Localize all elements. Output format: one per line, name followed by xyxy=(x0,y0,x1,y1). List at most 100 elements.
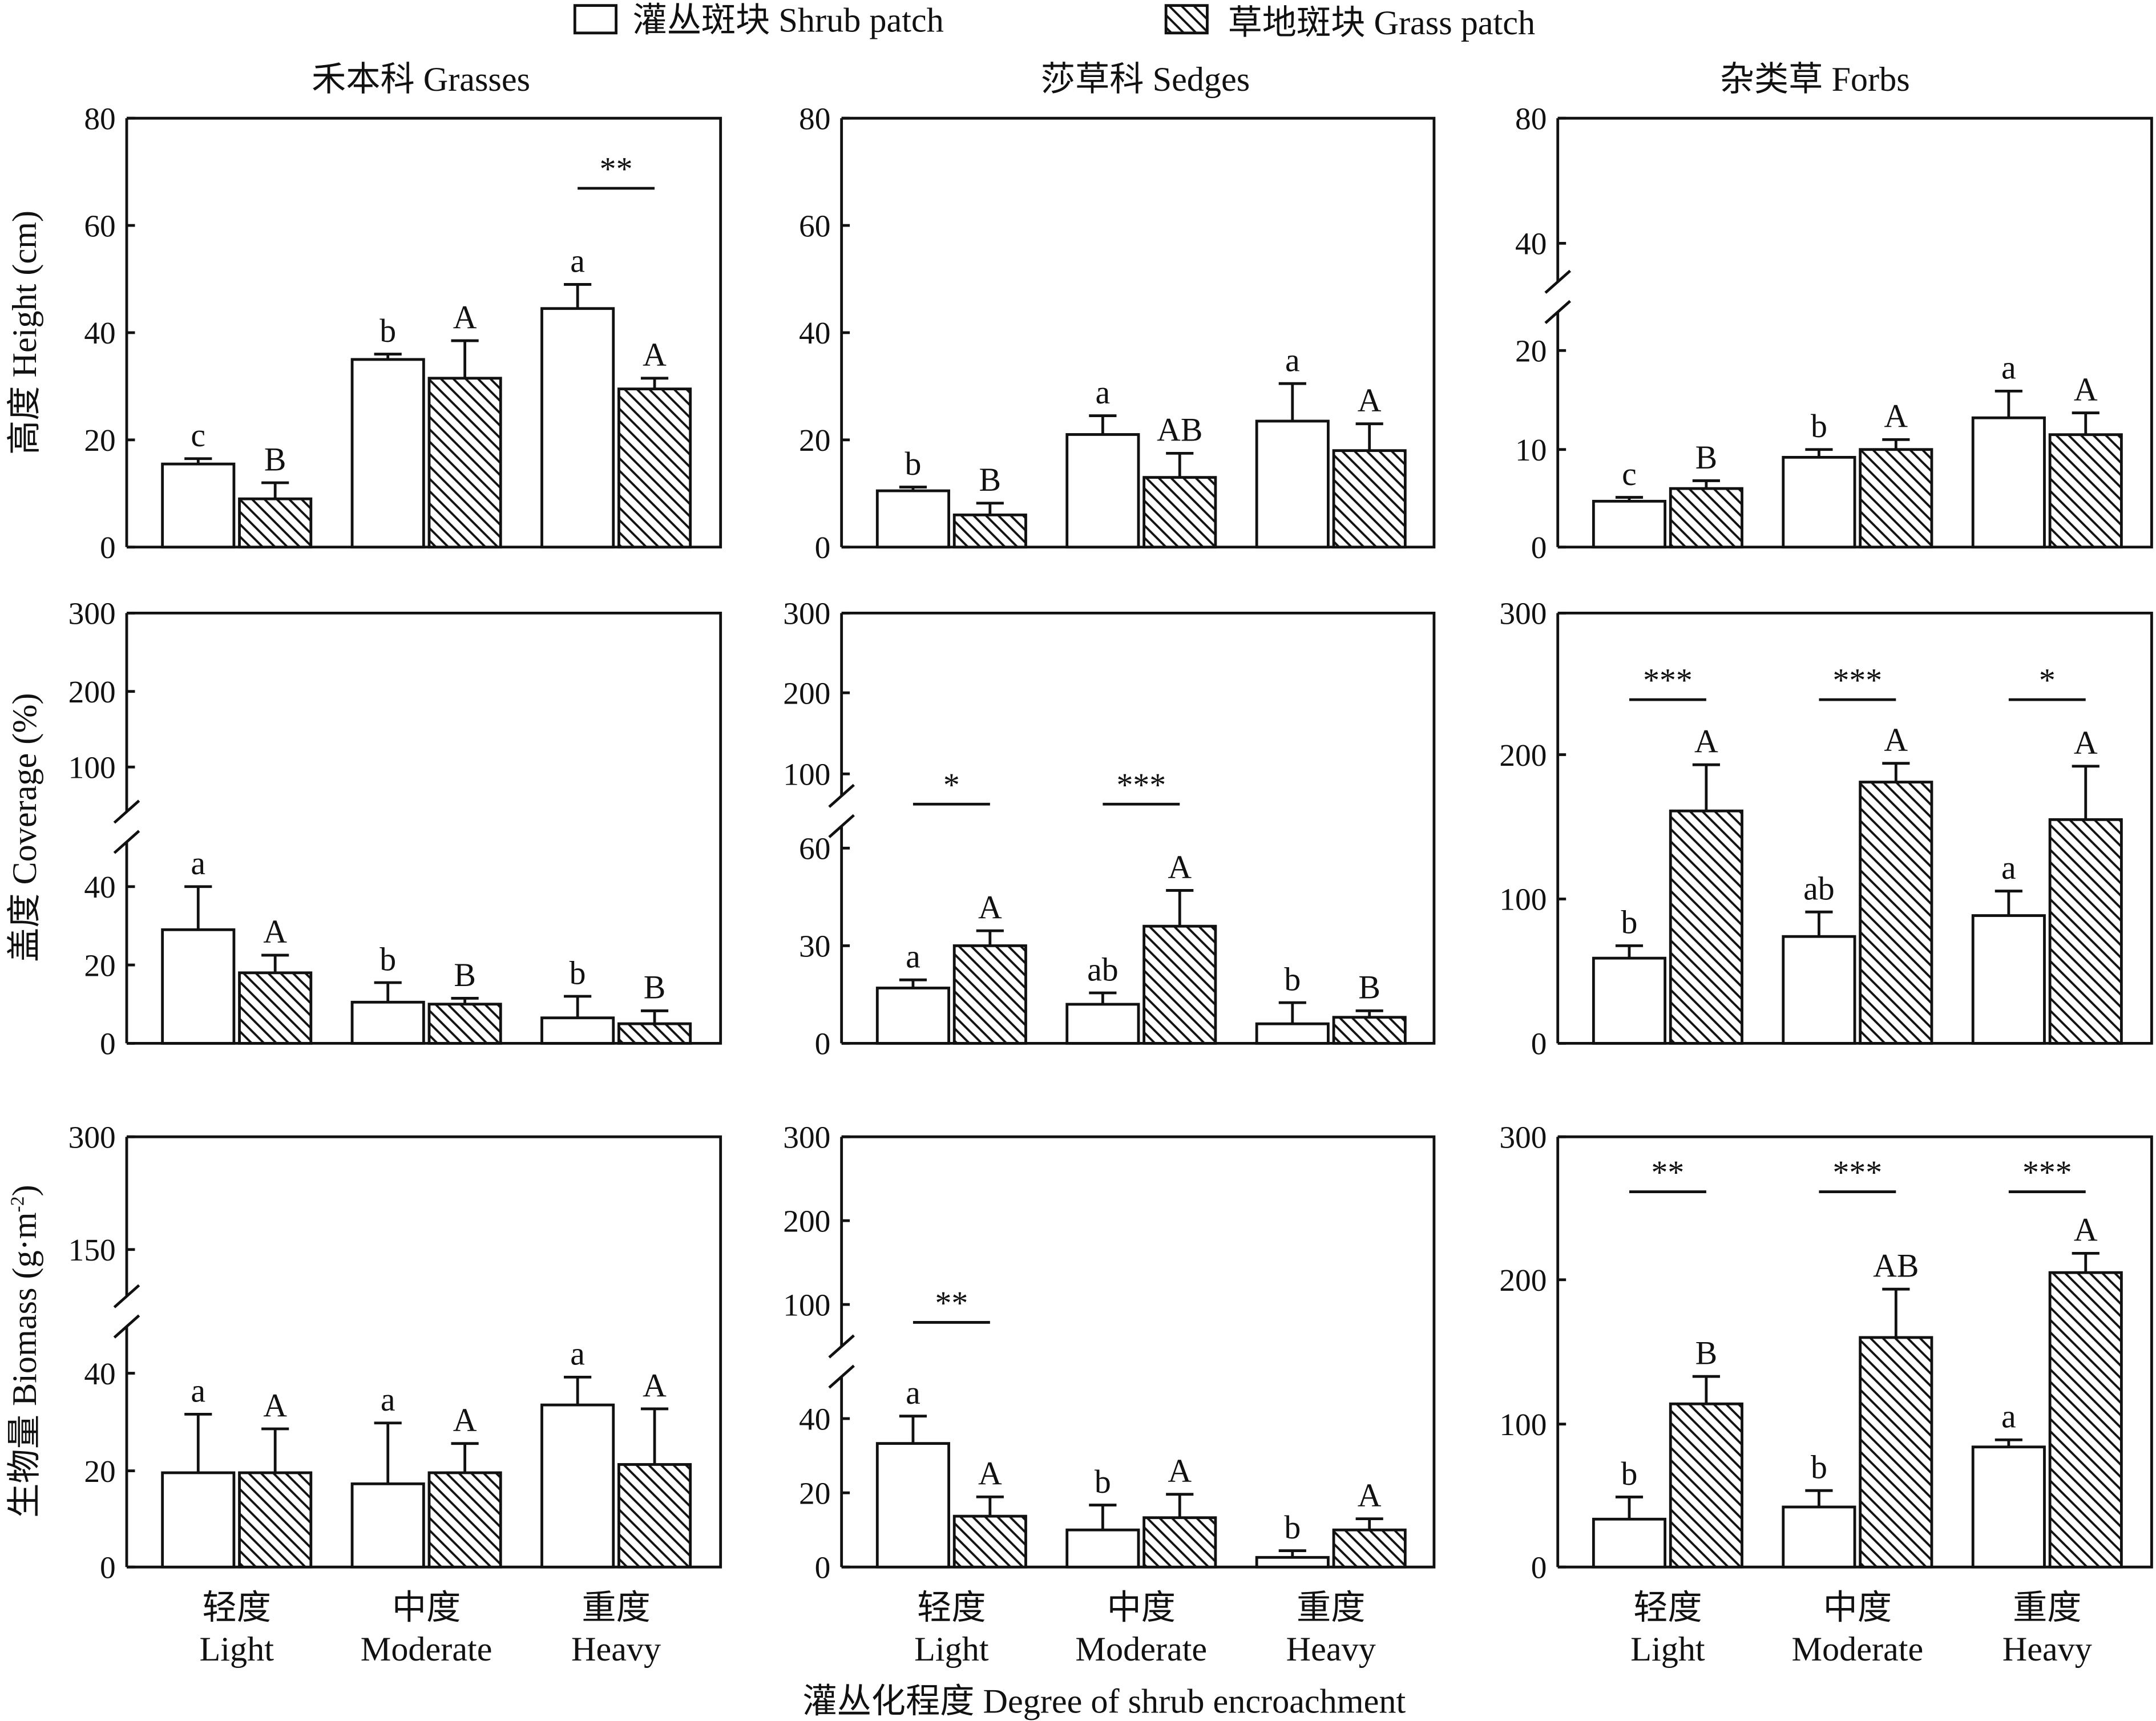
grass-patch-bar xyxy=(1332,1528,1407,1569)
significance-letter: ab xyxy=(1087,951,1119,988)
axis-break-mark xyxy=(113,1284,140,1308)
significance-letter: a xyxy=(2001,849,2016,886)
y-tick-label: 100 xyxy=(1499,1407,1547,1442)
significance-letter: b xyxy=(379,312,396,349)
significance-stars: *** xyxy=(2022,1154,2072,1191)
panel-r0-c1: 0 20 40 60 80 b a a B AB A xyxy=(799,101,1436,565)
x-category-zh: 轻度 xyxy=(917,1589,986,1627)
grass-patch-bar xyxy=(2048,1271,2123,1569)
y-tick-label: 20 xyxy=(84,423,115,458)
grass-patch-bar xyxy=(1332,449,1407,549)
shrub-patch-bar xyxy=(1592,1517,1667,1569)
shrub-patch-bar xyxy=(1255,1022,1330,1045)
y-tick-label: 300 xyxy=(68,596,116,631)
x-category-zh: 重度 xyxy=(1297,1589,1365,1627)
significance-letter: b xyxy=(379,940,396,977)
shrub-patch-bar xyxy=(350,1482,425,1569)
y-tick-label: 100 xyxy=(783,1287,830,1322)
shrub-patch-bar xyxy=(540,307,615,549)
ylabel-height: 高度 Height (cm) xyxy=(6,211,44,455)
shrub-patch-bar xyxy=(875,1442,950,1569)
significance-letter: b xyxy=(570,954,586,991)
significance-letter: b xyxy=(1284,1509,1301,1546)
x-category-en: Heavy xyxy=(1286,1630,1376,1669)
y-tick-label: 0 xyxy=(1531,530,1547,565)
significance-letter: A xyxy=(1168,849,1192,886)
significance-letter: B xyxy=(1695,439,1718,476)
axis-break-mark xyxy=(113,1314,140,1339)
significance-letter: A xyxy=(453,298,477,336)
x-category-en: Light xyxy=(914,1630,989,1669)
grass-patch-bar xyxy=(238,971,313,1045)
grass-patch-bar xyxy=(1332,1016,1407,1045)
y-tick-label: 300 xyxy=(783,596,830,631)
column-title-forbs: 杂类草 Forbs xyxy=(1720,60,1910,99)
significance-letter: A xyxy=(643,336,667,373)
significance-letter: b xyxy=(1621,1455,1638,1492)
y-tick-label: 80 xyxy=(799,101,830,136)
significance-letter: A xyxy=(263,1387,287,1424)
y-tick-label: 200 xyxy=(1499,1263,1547,1298)
significance-letter: A xyxy=(978,1455,1002,1492)
significance-letter: AB xyxy=(1157,411,1202,449)
significance-letter: b xyxy=(1284,960,1301,997)
axis-break-mark xyxy=(828,1364,855,1389)
shrub-patch-bar xyxy=(1971,1445,2046,1569)
shrub-patch-bar xyxy=(1782,455,1856,549)
significance-letter: A xyxy=(643,1367,667,1404)
y-tick-label: 40 xyxy=(84,316,115,350)
legend: 灌丛斑块 Shrub patch 草地斑块 Grass patch xyxy=(573,1,1535,42)
grass-patch-bar xyxy=(1142,924,1217,1045)
significance-letter: b xyxy=(1811,407,1827,445)
shrub-patch-bar xyxy=(350,358,425,549)
shrub-patch-bar xyxy=(1065,433,1140,549)
x-category-en: Heavy xyxy=(2002,1630,2092,1669)
y-tick-label: 150 xyxy=(68,1233,116,1267)
x-category-en: Moderate xyxy=(361,1630,492,1669)
grass-patch-bar xyxy=(952,1514,1027,1569)
significance-letter: A xyxy=(1884,721,1908,758)
y-tick-label: 200 xyxy=(1499,738,1547,773)
plot-frame xyxy=(841,611,1436,1045)
y-tick-label: 40 xyxy=(799,316,830,350)
panel-r0-c0: 0 20 40 60 80 c b a B A A ** xyxy=(84,101,722,565)
shrub-patch-bar xyxy=(1592,499,1667,549)
significance-stars: ** xyxy=(1652,1154,1685,1191)
x-category-zh: 重度 xyxy=(582,1589,650,1627)
y-tick-label: 0 xyxy=(815,1027,831,1061)
axis-break-mark xyxy=(828,814,855,838)
y-tick-label: 20 xyxy=(84,1454,115,1489)
axis-break-mark xyxy=(113,799,140,824)
significance-stars: *** xyxy=(1643,662,1693,699)
shrub-patch-bar xyxy=(161,1471,236,1569)
significance-letter: a xyxy=(570,243,585,280)
significance-letter: B xyxy=(454,956,476,993)
y-tick-label: 0 xyxy=(100,530,116,565)
grass-patch-bar xyxy=(952,944,1027,1045)
y-tick-label: 20 xyxy=(799,1476,830,1510)
axis-break-mark xyxy=(828,783,855,808)
y-tick-label: 100 xyxy=(783,757,830,792)
significance-letter: c xyxy=(1622,455,1637,492)
legend-shrub-swatch xyxy=(573,4,618,35)
significance-letter: A xyxy=(2074,724,2098,761)
shrub-patch-bar xyxy=(161,462,236,549)
axis-break-mark xyxy=(113,830,140,854)
significance-letter: A xyxy=(1694,723,1718,760)
y-tick-label: 200 xyxy=(68,674,116,709)
y-tick-label: 300 xyxy=(68,1120,116,1154)
shrub-patch-bar xyxy=(1255,1556,1330,1569)
grass-patch-bar xyxy=(617,1463,692,1569)
x-category-zh: 中度 xyxy=(392,1589,461,1627)
column-title-grasses: 禾本科 Grasses xyxy=(312,60,530,99)
grass-patch-bar xyxy=(427,1471,502,1569)
grass-patch-bar xyxy=(2048,433,2123,549)
grass-patch-bar xyxy=(238,497,313,549)
significance-letter: A xyxy=(1358,1477,1382,1514)
y-tick-label: 20 xyxy=(84,948,115,983)
panel-r1-c0: 0 20 40 100 200 300 a b b A B B xyxy=(68,596,722,1061)
significance-letter: B xyxy=(1695,1335,1718,1372)
shrub-patch-bar xyxy=(540,1403,615,1569)
